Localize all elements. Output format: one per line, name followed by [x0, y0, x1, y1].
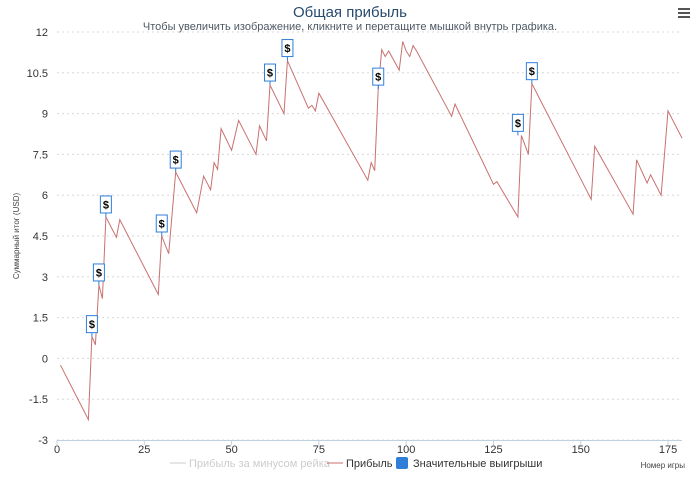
- x-tick-label: 100: [397, 444, 415, 456]
- flag-label: $: [515, 118, 521, 130]
- x-tick-label: 75: [313, 444, 325, 456]
- y-tick-label: 10.5: [27, 68, 48, 80]
- big-win-flag[interactable]: $: [85, 315, 98, 337]
- y-tick-label: 3: [42, 272, 48, 284]
- big-win-flag[interactable]: $: [99, 195, 112, 217]
- flag-label: $: [173, 155, 179, 167]
- legend-label-net-profit: Прибыль за минусом рейка: [189, 458, 331, 470]
- flag-box: [263, 63, 276, 82]
- flag-label: $: [103, 199, 109, 211]
- flag-box: [85, 315, 98, 334]
- flag-box: [511, 113, 524, 132]
- x-tick-label: 150: [572, 444, 590, 456]
- flag-label: $: [89, 319, 95, 331]
- flag-box: [525, 62, 538, 81]
- flag-label: $: [284, 43, 290, 55]
- legend-swatch-big-wins: [396, 457, 408, 469]
- flag-label: $: [375, 72, 381, 84]
- y-tick-label: 1.5: [33, 313, 48, 325]
- y-tick-label: -3: [38, 435, 48, 447]
- big-win-flag[interactable]: $: [155, 214, 168, 236]
- menu-icon[interactable]: [677, 6, 691, 20]
- big-win-flag[interactable]: $: [263, 63, 276, 86]
- y-tick-label: 0: [42, 353, 48, 365]
- y-tick-label: -1.5: [29, 394, 48, 406]
- x-tick-label: 50: [225, 444, 237, 456]
- legend-item-profit[interactable]: Прибыль: [327, 458, 393, 470]
- y-tick-label: 4.5: [33, 231, 48, 243]
- x-tick-label: 125: [484, 444, 502, 456]
- y-gridlines: [57, 31, 682, 441]
- flag-label: $: [267, 68, 273, 80]
- flag-box: [92, 263, 105, 282]
- x-axis: 0 25 50 75 100 125 150 175: [54, 440, 682, 456]
- big-win-flag[interactable]: $: [92, 263, 105, 285]
- y-tick-label: 12: [36, 27, 48, 39]
- y-tick-label: 7.5: [33, 149, 48, 161]
- big-win-flag[interactable]: $: [511, 113, 524, 136]
- big-win-flag[interactable]: $: [281, 39, 294, 61]
- flag-box: [281, 39, 294, 58]
- big-win-flag[interactable]: $: [525, 62, 538, 84]
- flag-box: [372, 67, 385, 86]
- profit-line: [60, 41, 683, 422]
- legend-item-net-profit[interactable]: Прибыль за минусом рейка: [170, 458, 331, 470]
- chart-subtitle: Чтобы увеличить изображение, кликните и …: [143, 21, 557, 33]
- legend-item-big-wins[interactable]: Значительные выигрыши: [396, 457, 542, 470]
- profit-series: [60, 41, 683, 422]
- big-win-flag[interactable]: $: [169, 150, 182, 173]
- x-tick-label: 25: [138, 444, 150, 456]
- chart-title: Общая прибыль: [293, 4, 407, 21]
- legend-label-big-wins: Значительные выигрыши: [413, 458, 542, 470]
- x-axis-title: Номер игры: [641, 461, 686, 470]
- flag-label: $: [159, 219, 165, 231]
- flag-box: [99, 195, 112, 214]
- x-tick-label: 0: [54, 444, 60, 456]
- y-tick-label: 9: [42, 109, 48, 121]
- legend: Прибыль за минусом рейка Прибыль Значите…: [170, 457, 542, 470]
- flag-box: [155, 214, 168, 233]
- y-axis-title: Суммарный итог (USD): [12, 193, 21, 280]
- flag-box: [169, 150, 182, 169]
- big-win-flag[interactable]: $: [372, 67, 385, 90]
- y-tick-label: 6: [42, 190, 48, 202]
- flag-label: $: [96, 267, 102, 279]
- legend-label-profit: Прибыль: [346, 458, 393, 470]
- y-axis-ticks: -3 -1.5 0 1.5 3 4.5 6 7.5 9 10.5 12: [27, 27, 48, 447]
- x-tick-label: 175: [659, 444, 677, 456]
- flag-label: $: [529, 66, 535, 78]
- big-wins-flags: $ $ $ $ $ $ $ $ $ $: [85, 39, 538, 337]
